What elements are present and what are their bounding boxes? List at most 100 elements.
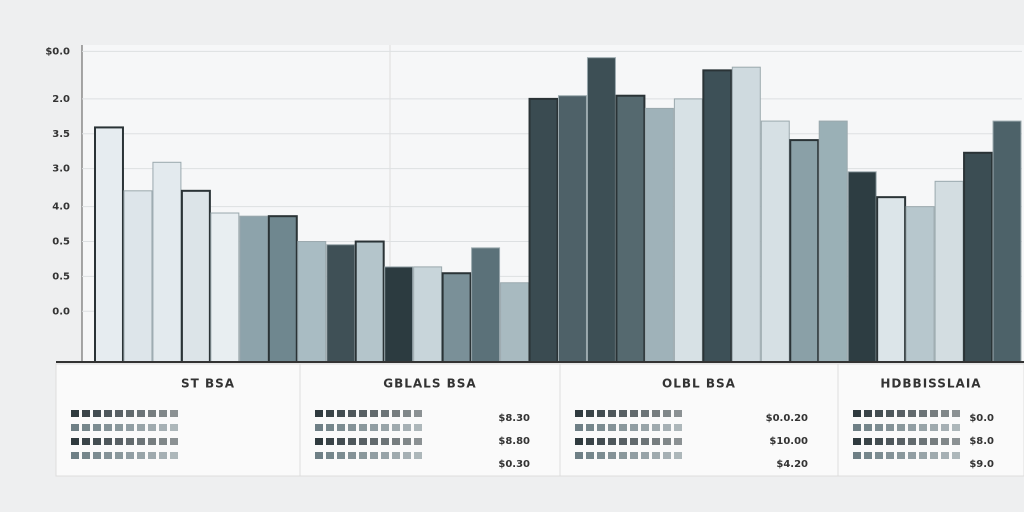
row-block [359,452,367,459]
row-block [82,438,90,445]
row-block [359,438,367,445]
row-block [159,438,167,445]
row-block [853,424,861,431]
y-tick-label: 2.0 [52,94,70,105]
row-block [137,424,145,431]
row-block [359,410,367,417]
row-block [403,410,411,417]
bar [992,120,1022,363]
row-block [414,452,422,459]
row-block [897,410,905,417]
panel-value: $0.0.20 [766,413,808,424]
row-block [315,424,323,431]
bar [239,215,269,363]
row-block [403,452,411,459]
row-block [381,452,389,459]
row-block [897,424,905,431]
panel-value: $8.80 [498,436,530,447]
row-block [630,410,638,417]
y-tick-label: $0.0 [45,46,70,57]
bar [267,215,298,363]
row-block [897,452,905,459]
row-block [148,410,156,417]
row-block [137,452,145,459]
row-block [115,452,123,459]
row-block [381,410,389,417]
row-block [919,424,927,431]
y-tick-label: 4.0 [52,202,70,213]
row-block [82,410,90,417]
panel-value: $10.00 [769,436,808,447]
row-block [414,410,422,417]
row-block [663,424,671,431]
row-block [126,452,134,459]
row-block [875,438,883,445]
row-block [875,424,883,431]
row-block [853,410,861,417]
row-block [337,452,345,459]
row-block [337,438,345,445]
row-block [608,424,616,431]
row-block [674,424,682,431]
row-block [663,452,671,459]
row-block [326,424,334,431]
row-block [652,424,660,431]
row-block [930,452,938,459]
row-block [597,424,605,431]
bar [558,95,587,363]
bar [180,189,211,363]
panel-title: OLBL BSA [662,377,736,391]
bar [326,244,356,363]
row-block [115,410,123,417]
bar [615,94,646,363]
bar [731,66,761,363]
row-block [941,452,949,459]
row-block [952,452,960,459]
row-block [337,410,345,417]
row-block [381,438,389,445]
row-block [586,438,594,445]
row-block [608,452,616,459]
row-block [886,410,894,417]
row-block [115,424,123,431]
row-block [414,424,422,431]
row-block [864,410,872,417]
bar [123,190,153,363]
panel-title: GBLALS BSA [383,377,476,391]
panel-value: $4.20 [776,459,808,470]
row-block [348,452,356,459]
bar [702,69,733,364]
row-block [908,438,916,445]
row-block [619,424,627,431]
row-block [630,438,638,445]
bar [152,161,182,363]
row-block [392,424,400,431]
row-block [608,438,616,445]
row-block [875,410,883,417]
row-block [148,438,156,445]
row-block [403,424,411,431]
row-block [126,438,134,445]
row-block [641,438,649,445]
row-block [392,410,400,417]
panel-value: $8.0 [969,436,994,447]
row-block [908,452,916,459]
row-block [315,452,323,459]
row-block [897,438,905,445]
row-block [652,438,660,445]
row-block [93,452,101,459]
row-block [315,438,323,445]
row-block [930,424,938,431]
row-block [126,410,134,417]
row-block [93,410,101,417]
row-block [886,424,894,431]
row-block [82,424,90,431]
row-block [919,438,927,445]
row-block [919,410,927,417]
row-block [115,438,123,445]
bar [847,171,877,363]
row-block [381,424,389,431]
bar [471,247,501,363]
row-block [597,452,605,459]
